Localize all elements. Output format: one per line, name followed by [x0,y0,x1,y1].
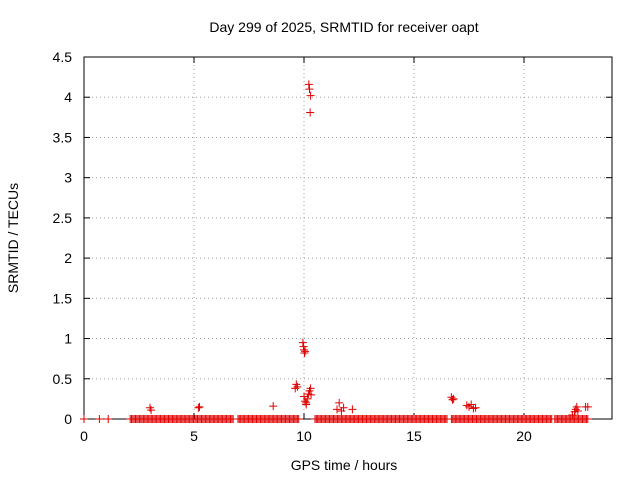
y-tick-labels: 0 0.5 1 1.5 2 2.5 3 3.5 4 4.5 [53,49,73,427]
y-tick-label: 0.5 [53,371,73,387]
data-point [448,395,457,404]
data-marks [80,80,592,423]
tick-layer [83,56,612,420]
data-point [304,80,313,89]
data-point [303,394,312,403]
data-point [301,347,310,356]
data-point [269,402,278,411]
y-tick-label: 4.5 [53,49,73,65]
x-tick-label: 0 [80,428,88,444]
x-tick-labels: 0 5 10 15 20 [80,428,532,444]
data-point [95,415,104,423]
y-tick-label: 1 [64,331,72,347]
y-tick-label: 2 [64,250,72,266]
data-point [195,402,204,411]
data-point [194,403,203,412]
data-point [339,403,348,412]
data-point [471,403,480,412]
data-point [335,398,344,407]
data-point [333,405,341,414]
data-point [449,394,458,403]
x-tick-label: 15 [406,428,422,444]
y-tick-label: 2.5 [53,210,73,226]
data-point [291,384,300,393]
grid-layer [84,57,612,419]
data-point [348,405,357,414]
data-point [573,406,582,415]
plot-frame [83,56,613,420]
data-point [300,349,309,358]
x-tick-label: 10 [296,428,312,444]
data-point-baseline [294,415,303,423]
x-tick-label: 20 [516,428,532,444]
data-point [306,108,315,117]
data-point [467,400,476,409]
data-point [293,382,302,391]
data-point [305,85,314,94]
y-tick-label: 3.5 [53,129,73,145]
data-point [298,338,307,347]
data-point [147,406,156,415]
y-tick-label: 4 [64,89,72,105]
data-point [583,402,592,411]
y-tick-label: 3 [64,170,72,186]
y-axis-label: SRMTID / TECUs [5,183,21,293]
data-point [302,398,311,407]
y-tick-label: 0 [64,411,72,427]
x-axis-label: GPS time / hours [291,457,398,473]
x-tick-label: 5 [190,428,198,444]
y-tick-label: 1.5 [53,290,73,306]
chart-title: Day 299 of 2025, SRMTID for receiver oap… [209,19,478,35]
data-point [306,91,315,100]
data-point [307,390,316,399]
data-point [80,415,88,423]
data-point-baseline [583,415,592,423]
data-point [104,415,113,423]
data-point [572,402,581,411]
